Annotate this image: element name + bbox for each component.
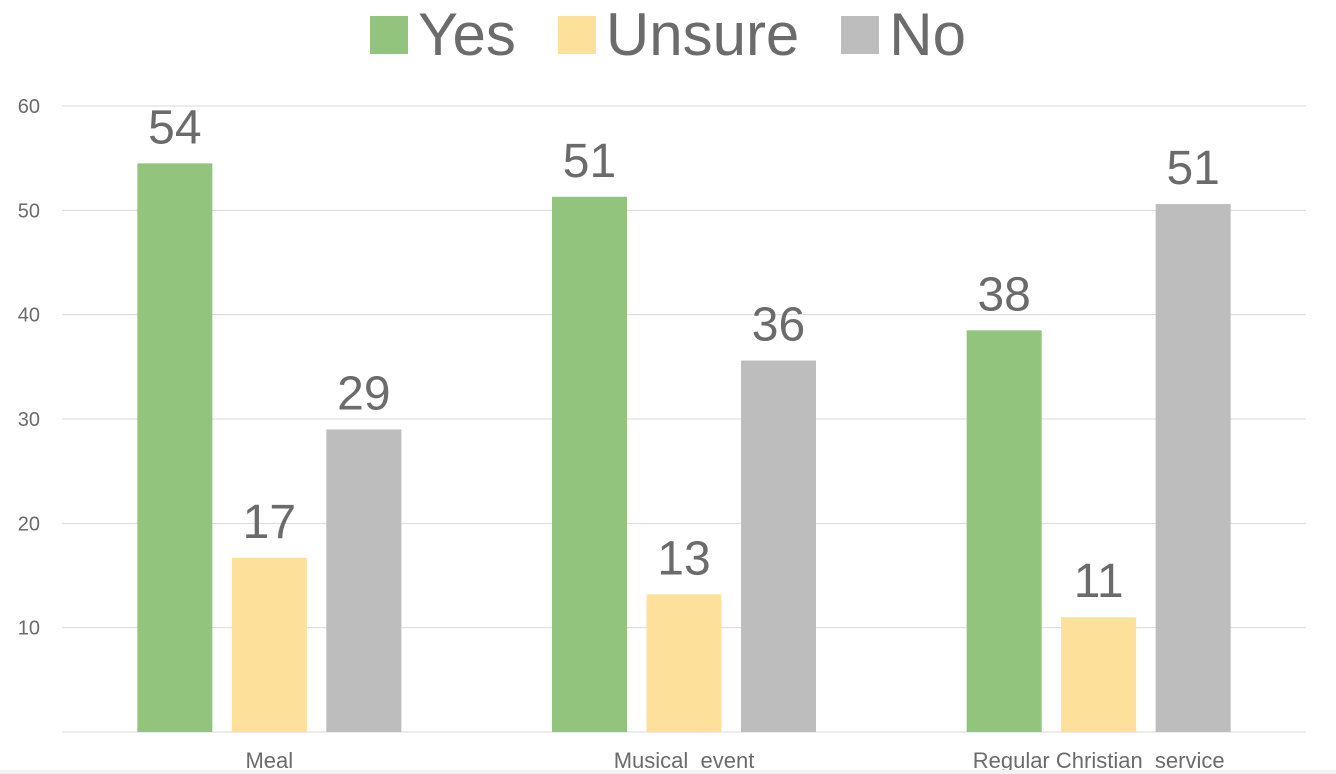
x-tick-label: Meal: [245, 748, 293, 773]
data-label: 29: [337, 367, 390, 420]
bar-yes-0: [137, 163, 213, 733]
bar-yes-2: [966, 330, 1042, 732]
bar-unsure-1: [646, 594, 722, 732]
y-tick-label: 40: [18, 305, 40, 327]
data-label: 36: [752, 299, 805, 352]
legend-item-no: No: [841, 5, 966, 65]
y-tick-label: 10: [18, 618, 40, 640]
chart-legend: Yes Unsure No: [0, 0, 1336, 70]
legend-item-yes: Yes: [369, 1, 516, 68]
legend-swatch-unsure: [557, 16, 596, 54]
bar-no-0: [326, 429, 402, 732]
bar-yes-1: [552, 196, 627, 732]
data-label: 38: [977, 268, 1030, 321]
legend-swatch-yes: [369, 16, 408, 54]
legend-swatch-no: [841, 16, 880, 54]
y-tick-label: 30: [18, 409, 40, 431]
y-tick-label: 50: [18, 200, 40, 222]
x-tick-label: Regular Christian service: [973, 748, 1225, 773]
footer-divider: [0, 770, 1336, 774]
y-tick-label: 20: [18, 513, 40, 535]
bar-unsure-2: [1061, 617, 1137, 732]
data-label: 13: [657, 532, 710, 585]
data-label: 54: [148, 101, 201, 154]
legend-label-unsure: Unsure: [605, 1, 800, 68]
bar-no-2: [1155, 204, 1231, 732]
legend-label-yes: Yes: [417, 1, 516, 68]
bar-no-1: [741, 360, 816, 732]
data-label: 11: [1074, 555, 1124, 608]
legend-label-no: No: [889, 1, 966, 68]
data-label: 51: [563, 135, 616, 188]
data-label: 51: [1166, 142, 1219, 195]
legend-item-unsure: Unsure: [557, 1, 800, 68]
bar-unsure-0: [231, 557, 307, 732]
data-label: 17: [243, 496, 296, 549]
y-tick-label: 60: [18, 96, 40, 118]
x-tick-label: Musical event: [614, 748, 755, 773]
